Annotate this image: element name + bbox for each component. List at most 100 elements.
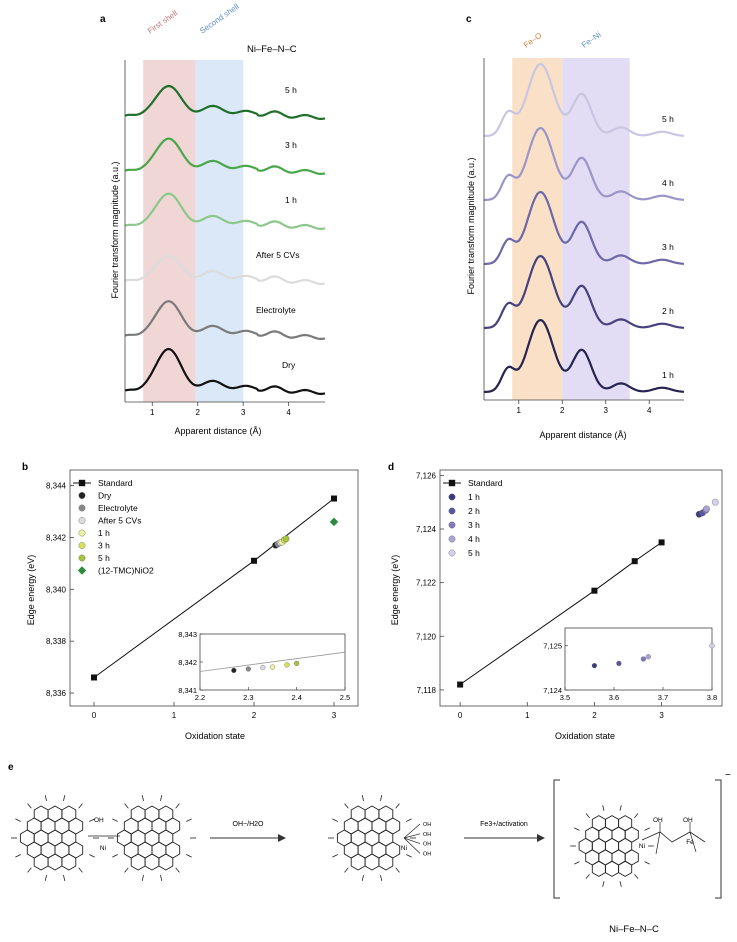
point-Standard [251,557,257,564]
panel-b-ylabel: Edge energy (eV) [26,555,36,626]
legend-marker [78,479,86,487]
panel-label-a: a [100,14,106,25]
legend-marker [448,493,456,501]
point-4-h [703,505,710,513]
x-tick-label: 2 [196,408,201,417]
inset-point-1-h [591,663,598,669]
methyl-bond [112,854,118,858]
methyl-bond [15,818,21,822]
x-tick-label: 2 [252,711,257,720]
panel-b-inset: 2.2 2.3 2.4 2.5 8,341 8,342 8,343 [178,630,350,702]
mol3-oh-label-2: OH [683,817,693,824]
methyl-bond [78,867,83,873]
methyl-bond [63,874,66,881]
inset-point-Dry [231,667,237,674]
panel-c: c Fe–O Fe–Ni 5 h 4 h 3 h 2 h 1 h 1 2 3 4 Fourie… [466,14,685,440]
methyl-bond [395,867,400,873]
inset-point-2-h [616,660,622,667]
point-5-h [282,535,290,543]
x-tick-label: 2 [560,406,565,415]
methyl-bond [344,803,349,809]
legend-label: 5 h [98,553,110,563]
panel-a-ylabel: Fourier transform magnitude (a.u.) [110,161,120,298]
panel-b-ticks: 0 1 2 3 8,336 8,338 8,340 8,342 8,344 [46,482,337,720]
methyl-bond [619,805,622,811]
panel-c-curve-labels: 5 h 4 h 3 h 2 h 1 h [662,114,674,380]
methyl-bond [380,874,383,881]
hydroxide-ligand: OH [423,822,431,828]
legend-marker [78,529,86,537]
point-Standard [631,558,638,565]
curve-label: 1 h [285,195,297,205]
methyl-bond [602,881,605,887]
inset-point-5-h [709,643,715,649]
ligand-bond [403,833,421,839]
x-tick-label: 3 [332,711,337,720]
panel-a-curves [124,84,326,395]
methyl-bond [602,805,605,811]
ring [130,853,146,871]
methyl-bond [27,803,32,809]
curve-label: 4 h [662,178,674,188]
panel-d-frame [439,469,723,707]
legend-marker [448,507,456,515]
methyl-bond [112,818,118,822]
first-shell-band [143,60,196,402]
panel-a: a First shell Second shell Ni–Fe–N–C 5 h… [100,2,326,436]
panel-d-legend: Standard 1 h 2 h 3 h 4 h 5 h [443,478,503,558]
ligand-bond [655,831,661,855]
methyl-bond [124,803,129,809]
panel-b-xlabel: Oxidation state [185,731,245,741]
methyl-bond [574,827,580,831]
panel-label-c: c [466,14,472,25]
y-tick-label: 7,122 [416,579,437,588]
methyl-bond [585,873,590,879]
x-tick-label: 3 [604,406,609,415]
ni-fe-structure: Ni Fe [570,805,706,887]
ring [604,860,620,877]
inset-x-tick-label: 2.4 [291,693,301,702]
point-Standard [591,587,598,594]
fe-o-band [512,58,563,400]
x-tick-label: 4 [647,406,652,415]
methyl-bond [63,795,66,802]
second-shell-label: Second shell [198,2,241,36]
methyl-bond [406,854,412,858]
y-tick-label: 8,336 [46,689,67,698]
x-tick-label: 3 [659,711,664,720]
inset-x-tick-label: 2.2 [195,693,205,702]
y-tick-label: 7,126 [416,471,437,480]
inset-y-tick-label: 8,343 [178,630,197,639]
methyl-bond [89,818,95,822]
y-tick-label: 8,344 [46,482,67,491]
x-tick-label: 1 [172,711,177,720]
legend-label: 1 h [468,492,480,502]
curve-1-h [483,318,685,394]
ring [378,853,394,871]
legend-marker [448,535,456,543]
standard-fit-line [459,541,662,685]
ligand-bond [403,837,421,854]
inset-point-3-h [640,656,647,662]
methyl-bond [344,867,349,873]
curve-5-h [124,84,326,120]
methyl-bond [380,795,383,802]
methyl-bond [15,854,21,858]
point-5-h [711,498,719,506]
curve-electrolyte [124,300,326,340]
ring [364,853,380,871]
methyl-bond [332,854,338,858]
second-shell-band [195,60,244,402]
methyl-bond [160,795,163,802]
legend-label: Standard [468,478,503,488]
curve-label: 2 h [662,306,674,316]
y-tick-label: 7,120 [416,632,437,641]
inset-y-tick-label: 7,125 [543,642,562,651]
legend-label: 5 h [468,548,480,558]
methyl-bond [175,867,180,873]
panel-b-plot [91,495,339,681]
legend-marker [78,554,86,562]
hydroxide-ligand: OH [423,851,431,857]
ni-o-fe-bridge [641,831,706,843]
methyl-bond [27,867,32,873]
